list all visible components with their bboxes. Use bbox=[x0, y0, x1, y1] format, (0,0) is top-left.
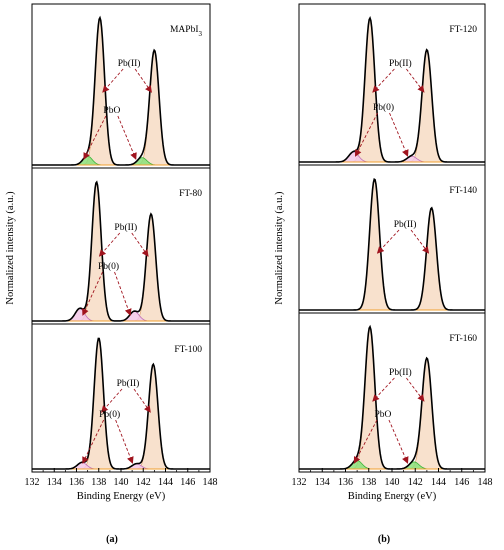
annotation-arrow bbox=[131, 232, 149, 257]
annotation-pb0: Pb(0) bbox=[99, 409, 120, 420]
component-peak-pb0-3 bbox=[32, 310, 210, 322]
subplot-ft-100: FT-100 Pb(II) Pb(0) bbox=[31, 323, 211, 473]
component-peak-pbii-1 bbox=[299, 207, 485, 311]
component-peak-pbo-2 bbox=[32, 155, 210, 166]
annotation-arrow bbox=[114, 271, 132, 316]
y-axis-title: Normalized intensity (a.u.) bbox=[5, 191, 16, 305]
envelope-line bbox=[32, 180, 210, 322]
annotation-arrow bbox=[82, 271, 103, 316]
annotation-pbii: Pb(II) bbox=[114, 222, 137, 233]
x-tick-label: 136 bbox=[69, 477, 84, 488]
x-tick-label: 142 bbox=[136, 477, 151, 488]
chart-panel-a: MAPbI3 Pb(II) PbO FT-80 Pb(II) Pb(0) FT-100 Pb(… bbox=[5, 3, 218, 545]
subplot-ft-160: FT-160 Pb(II) PbO bbox=[298, 312, 486, 473]
annotation-arrow bbox=[83, 115, 107, 160]
annotation-arrow bbox=[372, 68, 395, 93]
x-tick-label: 136 bbox=[338, 477, 353, 488]
annotation-arrow bbox=[101, 388, 123, 413]
annotation-arrow bbox=[102, 68, 124, 93]
sample-label: FT-120 bbox=[449, 25, 477, 35]
component-peak-pbii-0 bbox=[299, 178, 485, 311]
component-peak-pbii-0 bbox=[32, 16, 210, 166]
annotation-pbii: Pb(II) bbox=[389, 58, 412, 69]
x-tick-label: 132 bbox=[25, 477, 40, 488]
annotation-pbii: Pb(II) bbox=[117, 378, 140, 389]
annotation-pbo: PbO bbox=[375, 410, 392, 420]
component-peak-pbii-0 bbox=[32, 338, 210, 470]
x-tick-label: 134 bbox=[315, 477, 330, 488]
x-tick-label: 134 bbox=[47, 477, 62, 488]
annotation-pbii: Pb(II) bbox=[389, 367, 412, 378]
subplot-ft-140: FT-140 Pb(II) bbox=[298, 164, 486, 314]
annotation-arrow bbox=[134, 68, 152, 93]
x-tick-label: 146 bbox=[180, 477, 195, 488]
annotation-arrow bbox=[406, 377, 425, 402]
x-tick-label: 146 bbox=[454, 477, 469, 488]
panel-label: (b) bbox=[378, 534, 390, 545]
subplot-mapbi: MAPbI3 Pb(II) PbO bbox=[31, 3, 211, 169]
component-peak-pbii-0 bbox=[299, 16, 485, 163]
annotation-pbii: Pb(II) bbox=[394, 219, 417, 230]
sample-label: MAPbI3 bbox=[170, 25, 203, 38]
annotation-arrow bbox=[115, 419, 134, 464]
subplot-ft-80: FT-80 Pb(II) Pb(0) bbox=[31, 167, 211, 325]
annotation-arrow bbox=[389, 112, 409, 157]
component-peak-pbii-0 bbox=[32, 181, 210, 322]
component-peak-pb0-2 bbox=[32, 308, 210, 322]
x-tick-label: 148 bbox=[478, 477, 493, 488]
annotation-arrow bbox=[372, 377, 395, 402]
envelope-line bbox=[299, 178, 485, 311]
annotation-arrow bbox=[82, 419, 105, 464]
component-peak-pb0-3 bbox=[299, 155, 485, 163]
subplot-ft-120: FT-120 Pb(II) Pb(0) bbox=[298, 3, 486, 166]
envelope-line bbox=[299, 15, 485, 163]
annotation-arrow bbox=[98, 232, 121, 257]
annotation-arrow bbox=[355, 112, 378, 157]
y-axis-title: Normalized intensity (a.u.) bbox=[274, 191, 285, 305]
x-tick-label: 148 bbox=[203, 477, 218, 488]
x-tick-label: 144 bbox=[431, 477, 446, 488]
component-peak-pb0-2 bbox=[299, 151, 485, 163]
component-peak-pbii-0 bbox=[299, 326, 485, 470]
sample-label: FT-80 bbox=[179, 189, 202, 199]
x-tick-label: 144 bbox=[158, 477, 173, 488]
annotation-arrow bbox=[353, 419, 378, 464]
envelope-line bbox=[299, 324, 485, 470]
annotation-pb0: Pb(0) bbox=[98, 261, 119, 272]
envelope-line bbox=[32, 337, 210, 470]
panel-label: (a) bbox=[106, 534, 118, 545]
annotation-arrow bbox=[117, 115, 137, 160]
chart-panel-b: FT-120 Pb(II) Pb(0) FT-140 Pb(II) FT-160 Pb(II… bbox=[274, 3, 493, 545]
x-axis-title: Binding Energy (eV) bbox=[77, 491, 166, 502]
annotation-pb0: Pb(0) bbox=[373, 102, 394, 113]
annotation-arrow bbox=[388, 419, 409, 464]
x-tick-label: 140 bbox=[385, 477, 400, 488]
annotation-arrow bbox=[376, 229, 400, 254]
sample-label: FT-140 bbox=[449, 186, 477, 196]
x-tick-label: 138 bbox=[91, 477, 106, 488]
x-tick-label: 140 bbox=[114, 477, 129, 488]
envelope-line bbox=[32, 15, 210, 166]
x-tick-label: 142 bbox=[408, 477, 423, 488]
component-peak-pbo-2 bbox=[299, 460, 485, 470]
x-axis-title: Binding Energy (eV) bbox=[348, 491, 437, 502]
annotation-arrow bbox=[406, 68, 425, 93]
component-peak-pbo-3 bbox=[32, 157, 210, 166]
annotation-pbii: Pb(II) bbox=[118, 58, 141, 69]
component-peak-pbo-3 bbox=[299, 461, 485, 470]
x-tick-label: 132 bbox=[292, 477, 307, 488]
x-tick-label: 138 bbox=[361, 477, 376, 488]
annotation-pbo: PbO bbox=[103, 106, 120, 116]
sample-label: FT-160 bbox=[449, 334, 477, 344]
sample-label: FT-100 bbox=[174, 345, 202, 355]
